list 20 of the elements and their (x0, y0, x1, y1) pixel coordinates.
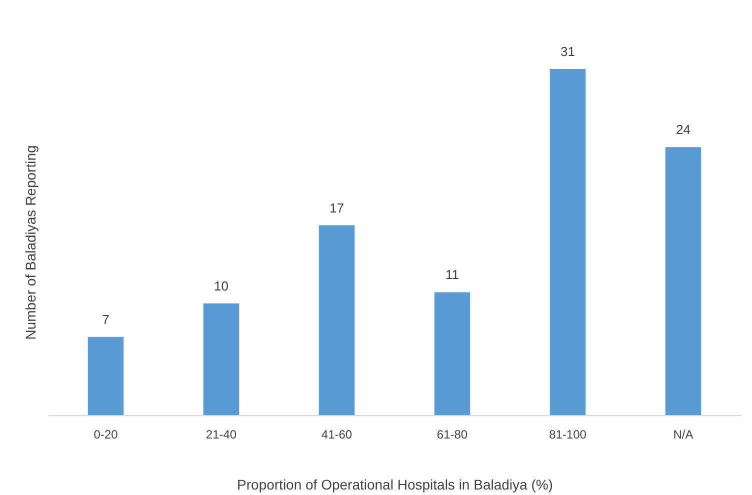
x-tick-label: 81-100 (549, 428, 587, 442)
data-label: 17 (330, 200, 344, 216)
bar (665, 147, 702, 415)
data-label: 24 (676, 122, 690, 138)
x-tick-label: N/A (673, 428, 694, 442)
x-tick-label: 0-20 (94, 428, 118, 442)
bar (88, 336, 124, 415)
data-label: 7 (102, 312, 110, 327)
bar (434, 292, 470, 415)
data-label: 31 (560, 44, 575, 59)
y-axis-title: Number of Baladiyas Reporting (22, 145, 38, 340)
x-tick-label: 21-40 (206, 428, 237, 442)
data-label: 10 (214, 278, 228, 294)
x-tick-label: 41-60 (321, 428, 352, 442)
x-tick-label: 61-80 (436, 428, 468, 442)
bar (203, 303, 240, 415)
data-label: 11 (446, 267, 459, 282)
bar (550, 69, 586, 415)
bar (318, 225, 355, 415)
x-axis-title: Proportion of Operational Hospitals in Baladiya (%) (237, 476, 553, 492)
